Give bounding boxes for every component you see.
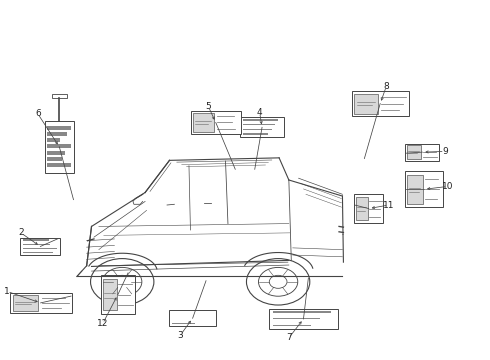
- Text: 9: 9: [442, 147, 448, 156]
- FancyBboxPatch shape: [273, 325, 311, 326]
- FancyBboxPatch shape: [191, 111, 241, 134]
- FancyBboxPatch shape: [45, 121, 74, 173]
- FancyBboxPatch shape: [52, 94, 67, 98]
- FancyBboxPatch shape: [405, 144, 440, 161]
- FancyBboxPatch shape: [23, 252, 53, 253]
- FancyBboxPatch shape: [352, 91, 409, 116]
- Text: 6: 6: [35, 109, 41, 118]
- FancyBboxPatch shape: [407, 145, 421, 159]
- FancyBboxPatch shape: [243, 129, 272, 130]
- FancyBboxPatch shape: [23, 248, 57, 249]
- Text: 5: 5: [206, 102, 211, 111]
- FancyBboxPatch shape: [47, 132, 67, 136]
- FancyBboxPatch shape: [23, 244, 50, 245]
- Text: 4: 4: [257, 108, 263, 117]
- FancyBboxPatch shape: [240, 117, 285, 138]
- Text: 8: 8: [383, 82, 389, 91]
- FancyBboxPatch shape: [194, 113, 214, 131]
- FancyBboxPatch shape: [101, 275, 135, 314]
- Text: 11: 11: [383, 201, 394, 210]
- FancyBboxPatch shape: [243, 119, 278, 121]
- FancyBboxPatch shape: [172, 323, 195, 324]
- FancyBboxPatch shape: [47, 144, 71, 148]
- FancyBboxPatch shape: [21, 238, 60, 255]
- FancyBboxPatch shape: [405, 171, 443, 207]
- FancyBboxPatch shape: [354, 194, 383, 223]
- Text: 7: 7: [286, 333, 292, 342]
- FancyBboxPatch shape: [356, 197, 368, 220]
- Text: 12: 12: [97, 319, 108, 328]
- Text: 1: 1: [4, 287, 10, 296]
- FancyBboxPatch shape: [243, 124, 275, 126]
- FancyBboxPatch shape: [47, 138, 60, 142]
- FancyBboxPatch shape: [47, 151, 65, 154]
- FancyBboxPatch shape: [407, 175, 422, 204]
- Text: 2: 2: [18, 228, 24, 237]
- FancyBboxPatch shape: [47, 126, 71, 130]
- FancyBboxPatch shape: [273, 311, 331, 313]
- FancyBboxPatch shape: [354, 94, 378, 113]
- FancyBboxPatch shape: [10, 293, 72, 312]
- FancyBboxPatch shape: [13, 295, 38, 311]
- FancyBboxPatch shape: [47, 163, 71, 167]
- Text: 10: 10: [442, 182, 453, 191]
- Text: 3: 3: [177, 331, 183, 340]
- FancyBboxPatch shape: [243, 134, 268, 135]
- FancyBboxPatch shape: [169, 310, 216, 326]
- FancyBboxPatch shape: [23, 239, 49, 241]
- FancyBboxPatch shape: [47, 157, 62, 161]
- FancyBboxPatch shape: [102, 279, 117, 310]
- FancyBboxPatch shape: [273, 318, 320, 319]
- FancyBboxPatch shape: [269, 309, 338, 329]
